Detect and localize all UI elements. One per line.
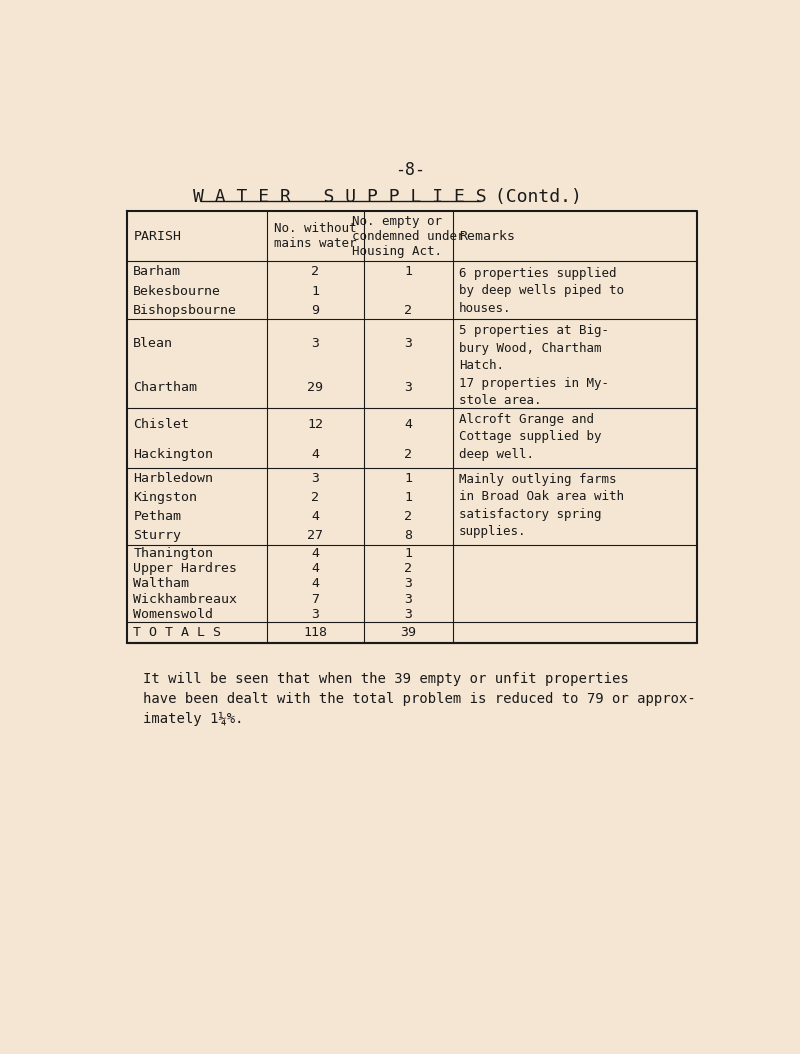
Text: 3: 3 <box>311 608 319 621</box>
Text: 2: 2 <box>404 448 412 461</box>
Text: 3: 3 <box>404 337 412 350</box>
Text: Harbledown: Harbledown <box>134 472 214 485</box>
Text: 2: 2 <box>404 304 412 317</box>
Text: 1: 1 <box>404 547 412 560</box>
Text: 3: 3 <box>404 382 412 394</box>
Text: 1: 1 <box>404 491 412 504</box>
Text: Chislet: Chislet <box>134 417 190 430</box>
Text: No. without
mains water: No. without mains water <box>274 222 356 250</box>
Text: 3: 3 <box>311 472 319 485</box>
Text: 2: 2 <box>404 510 412 523</box>
Text: 8: 8 <box>404 529 412 543</box>
Text: No. empty or
condemned under
Housing Act.: No. empty or condemned under Housing Act… <box>352 215 464 258</box>
Text: 39: 39 <box>400 626 416 639</box>
Text: 1: 1 <box>311 285 319 297</box>
Text: Blean: Blean <box>134 337 174 350</box>
Text: 2: 2 <box>311 266 319 278</box>
Text: Barham: Barham <box>134 266 182 278</box>
Text: 1: 1 <box>404 266 412 278</box>
Text: Sturry: Sturry <box>134 529 182 543</box>
Text: Bekesbourne: Bekesbourne <box>134 285 222 297</box>
Text: Wickhambreaux: Wickhambreaux <box>134 592 238 606</box>
Text: Waltham: Waltham <box>134 578 190 590</box>
Text: 3: 3 <box>404 578 412 590</box>
Text: Upper Hardres: Upper Hardres <box>134 562 238 575</box>
Text: (Contd.): (Contd.) <box>484 188 582 207</box>
Text: 7: 7 <box>311 592 319 606</box>
Text: 2: 2 <box>404 562 412 575</box>
Text: Thanington: Thanington <box>134 547 214 560</box>
Text: 118: 118 <box>303 626 327 639</box>
Text: 3: 3 <box>404 592 412 606</box>
Text: Alcroft Grange and
Cottage supplied by
deep well.: Alcroft Grange and Cottage supplied by d… <box>459 413 602 461</box>
Text: Bishopsbourne: Bishopsbourne <box>134 304 238 317</box>
Text: Kingston: Kingston <box>134 491 198 504</box>
Text: W A T E R   S U P P L I E S: W A T E R S U P P L I E S <box>194 188 487 207</box>
Text: 4: 4 <box>311 448 319 461</box>
Text: T O T A L S: T O T A L S <box>134 626 222 639</box>
Text: 4: 4 <box>311 578 319 590</box>
Text: 9: 9 <box>311 304 319 317</box>
Text: Remarks: Remarks <box>459 230 515 242</box>
Text: 3: 3 <box>311 337 319 350</box>
Text: 27: 27 <box>307 529 323 543</box>
Text: 4: 4 <box>311 547 319 560</box>
Text: 1: 1 <box>404 472 412 485</box>
Text: Mainly outlying farms
in Broad Oak area with
satisfactory spring
supplies.: Mainly outlying farms in Broad Oak area … <box>459 473 624 539</box>
Text: 5 properties at Big-
bury Wood, Chartham
Hatch.
17 properties in My-
stole area.: 5 properties at Big- bury Wood, Chartham… <box>459 325 609 407</box>
Text: 4: 4 <box>404 417 412 430</box>
Text: 4: 4 <box>311 510 319 523</box>
Text: 6 properties supplied
by deep wells piped to
houses.: 6 properties supplied by deep wells pipe… <box>459 267 624 315</box>
Text: -8-: -8- <box>395 161 425 179</box>
Text: 12: 12 <box>307 417 323 430</box>
Text: Petham: Petham <box>134 510 182 523</box>
Text: PARISH: PARISH <box>134 230 182 242</box>
Text: 2: 2 <box>311 491 319 504</box>
Text: 29: 29 <box>307 382 323 394</box>
Text: Chartham: Chartham <box>134 382 198 394</box>
Text: 4: 4 <box>311 562 319 575</box>
Text: 3: 3 <box>404 608 412 621</box>
Text: It will be seen that when the 39 empty or unfit properties
have been dealt with : It will be seen that when the 39 empty o… <box>142 672 695 725</box>
Text: Womenswold: Womenswold <box>134 608 214 621</box>
Text: Hackington: Hackington <box>134 448 214 461</box>
